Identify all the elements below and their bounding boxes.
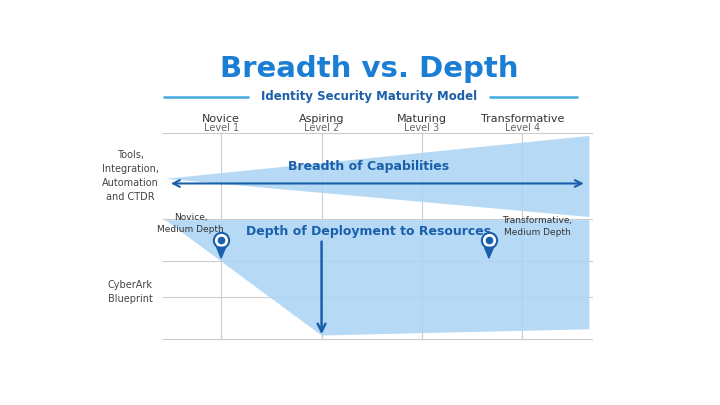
Polygon shape — [166, 220, 590, 335]
Polygon shape — [217, 247, 225, 258]
Text: Level 3: Level 3 — [405, 123, 440, 133]
Text: Transformative: Transformative — [481, 114, 564, 124]
Text: Breadth of Capabilities: Breadth of Capabilities — [289, 160, 449, 173]
Polygon shape — [485, 247, 493, 258]
Text: Level 4: Level 4 — [505, 123, 540, 133]
Text: Aspiring: Aspiring — [299, 114, 344, 124]
Text: CyberArk
Blueprint: CyberArk Blueprint — [108, 280, 153, 304]
Polygon shape — [166, 136, 590, 217]
Text: Breadth vs. Depth: Breadth vs. Depth — [220, 55, 518, 83]
Text: Novice: Novice — [202, 114, 240, 124]
Text: Transformative,
Medium Depth: Transformative, Medium Depth — [503, 216, 572, 237]
Text: Maturing: Maturing — [397, 114, 447, 124]
Text: Level 1: Level 1 — [204, 123, 239, 133]
Text: Depth of Deployment to Resources: Depth of Deployment to Resources — [246, 224, 492, 237]
Text: Tools,
Integration,
Automation
and CTDR: Tools, Integration, Automation and CTDR — [102, 150, 158, 202]
Text: Level 2: Level 2 — [304, 123, 339, 133]
Text: Novice,
Medium Depth: Novice, Medium Depth — [157, 213, 224, 234]
Text: Identity Security Maturity Model: Identity Security Maturity Model — [261, 90, 477, 103]
